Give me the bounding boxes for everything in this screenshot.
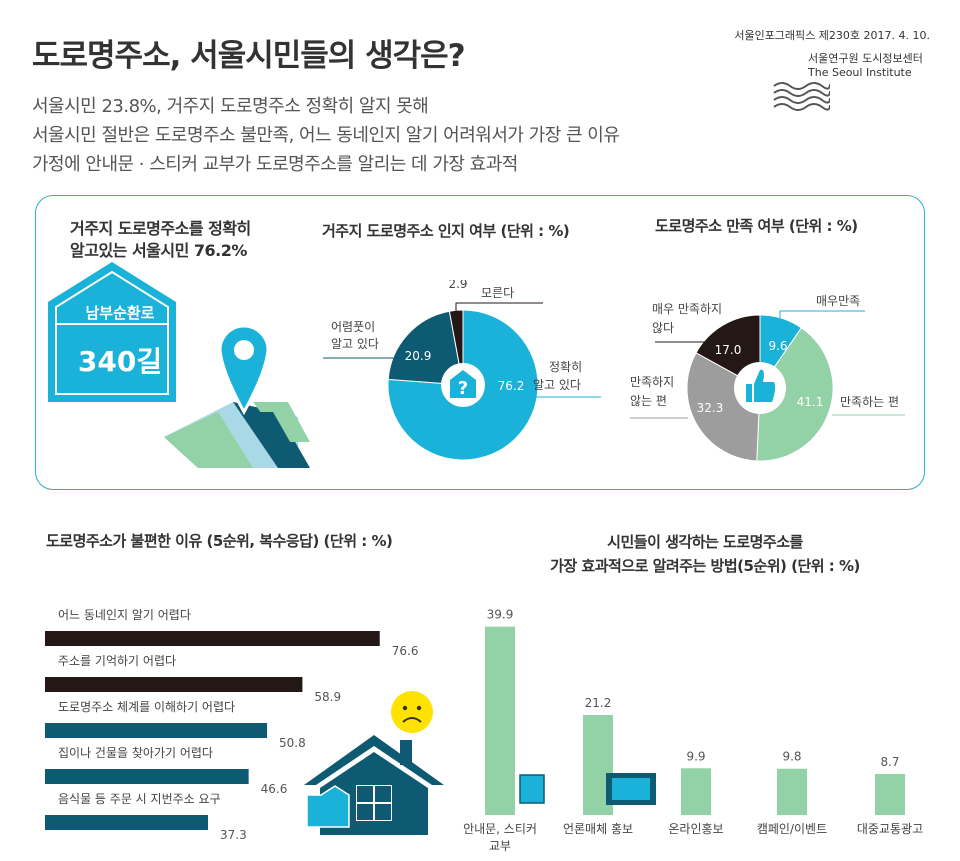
subtitle-2: 서울시민 절반은 도로명주소 불만족, 어느 동네인지 알기 어려워서가 가장 …: [32, 125, 620, 146]
highlight-line-1: 거주지 도로명주소를 정확히: [70, 219, 251, 238]
question-house-icon: [450, 370, 476, 398]
pie2-leader-0: [779, 310, 865, 318]
vbar-title: 시민들이 생각하는 도로명주소를 가장 효과적으로 알려주는 방법(5순위) (…: [470, 530, 940, 578]
pie2-label-2b: 않는 편: [630, 394, 667, 408]
hbar-value-4: 37.3: [220, 828, 247, 842]
hbar-value-1: 58.9: [314, 690, 341, 704]
pie1-label-1a: 어렴풋이: [331, 320, 375, 334]
mini-sign-icon: [306, 785, 350, 828]
pie2-value-2: 32.3: [697, 401, 724, 415]
pie2-label-0: 매우만족: [816, 294, 860, 308]
hbar-title: 도로명주소가 불편한 이유 (5순위, 복수응답) (단위 : %): [46, 532, 393, 550]
hbar-bar-4: [45, 815, 209, 830]
highlight-line-2: 알고있는 서울시민 76.2%: [70, 241, 247, 260]
house-illustration: [304, 691, 444, 835]
hbar-chart: 어느 동네인지 알기 어렵다 76.6 주소를 기억하기 어렵다 58.9 도로명주소 …: [45, 608, 419, 842]
pie1-leader-1: [323, 357, 404, 360]
sign-road-number: 340길: [77, 345, 163, 378]
pie2-title: 도로명주소 만족 여부 (단위 : %): [655, 217, 858, 235]
vbar-label-0-1: 교부: [489, 839, 511, 853]
hbar-bar-3: [45, 769, 249, 784]
tv-screen: [612, 778, 650, 800]
vbar-value-2: 9.9: [686, 749, 705, 763]
pie1-leader-2: [455, 302, 543, 313]
thumbs-up-icon: [746, 384, 752, 402]
hbar-bar-1: [45, 677, 303, 692]
hbar-label-0: 어느 동네인지 알기 어렵다: [58, 608, 191, 622]
pie1-label-0b: 알고 있다: [533, 378, 581, 392]
institute-name-en: The Seoul Institute: [808, 66, 912, 79]
hbar-bar-2: [45, 723, 267, 738]
pie2-value-0: 9.6: [768, 339, 787, 353]
pie2-label-3b: 않다: [652, 321, 674, 335]
pie2-value-1: 41.1: [797, 395, 824, 409]
sign-road-name: 남부순환로: [85, 304, 155, 322]
thumbs-up-hand: [754, 369, 776, 402]
hbar-label-2: 도로명주소 체계를 이해하기 어렵다: [58, 700, 235, 714]
pie1-label-0a: 정확히: [549, 360, 582, 374]
vbar-value-0: 39.9: [487, 608, 514, 622]
summary-panel: [35, 195, 925, 490]
pie2-label-2a: 만족하지: [630, 375, 674, 389]
question-mark-glyph: ?: [458, 378, 468, 399]
vbar-value-4: 8.7: [880, 755, 899, 769]
pie1-value-0: 76.2: [498, 379, 525, 393]
pie2-slice-1: [756, 327, 834, 462]
page-title: 도로명주소, 서울시민들의 생각은?: [32, 38, 466, 74]
vbar-label-2-0: 온라인홍보: [668, 822, 723, 836]
hbar-bar-0: [45, 631, 380, 646]
pie2-label-1: 만족하는 편: [840, 395, 899, 409]
hbar-value-0: 76.6: [392, 644, 419, 658]
highlight-text: 거주지 도로명주소를 정확히 알고있는 서울시민 76.2%: [70, 218, 251, 262]
vbar-value-3: 9.8: [782, 750, 801, 764]
institute-logo-icon: [773, 82, 830, 111]
pie1-label-1b: 알고 있다: [331, 337, 379, 351]
pie1-value-2: 2.9: [448, 280, 467, 291]
vbar-title-line-2: 가장 효과적으로 알려주는 방법(5순위) (단위 : %): [550, 557, 860, 575]
vbar-bar-0: [485, 626, 515, 815]
hbar-value-2: 50.8: [279, 736, 306, 750]
hbar-label-3: 집이나 건물을 찾아가기 어렵다: [58, 746, 213, 760]
sticker-icon: [519, 774, 545, 804]
pie2-label-3a: 매우 만족하지: [652, 302, 722, 316]
subtitle-1: 서울시민 23.8%, 거주지 도로명주소 정확히 알지 못해: [32, 96, 429, 117]
vbar-label-1-0: 언론매체 홍보: [563, 822, 633, 836]
address-sign-illustration: [48, 262, 310, 468]
publication-info: 서울인포그래픽스 제230호 2017. 4. 10.: [734, 29, 930, 42]
vbar-bar-2: [681, 768, 711, 815]
pie1-slice-1: [387, 310, 464, 386]
pie1-value-1: 20.9: [405, 349, 432, 363]
vbar-title-line-1: 시민들이 생각하는 도로명주소를: [607, 533, 803, 551]
institute-name-kr: 서울연구원 도시정보센터: [808, 52, 923, 65]
hbar-value-3: 46.6: [261, 782, 288, 796]
vbar-label-4-0: 대중교통광고: [857, 822, 923, 836]
vbar-label-0-0: 안내문, 스티커: [463, 822, 537, 836]
pie1-label-2: 모른다: [481, 286, 514, 300]
pie1-slice-0: [387, 309, 539, 461]
vbar-value-1: 21.2: [585, 696, 612, 710]
vbar-bar-3: [777, 768, 807, 815]
vbar-bar-4: [875, 773, 905, 815]
hbar-label-1: 주소를 기억하기 어렵다: [58, 654, 176, 668]
subtitle-3: 가정에 안내문 · 스티커 교부가 도로명주소를 알리는 데 가장 효과적: [32, 154, 518, 175]
pie1-title: 거주지 도로명주소 인지 여부 (단위 : %): [322, 222, 570, 240]
hbar-label-4: 음식물 등 주문 시 지번주소 요구: [58, 792, 221, 806]
sad-face-icon: [391, 691, 433, 733]
pie2-value-3: 17.0: [715, 343, 742, 357]
vbar-label-3-0: 캠페인/이벤트: [757, 822, 827, 836]
